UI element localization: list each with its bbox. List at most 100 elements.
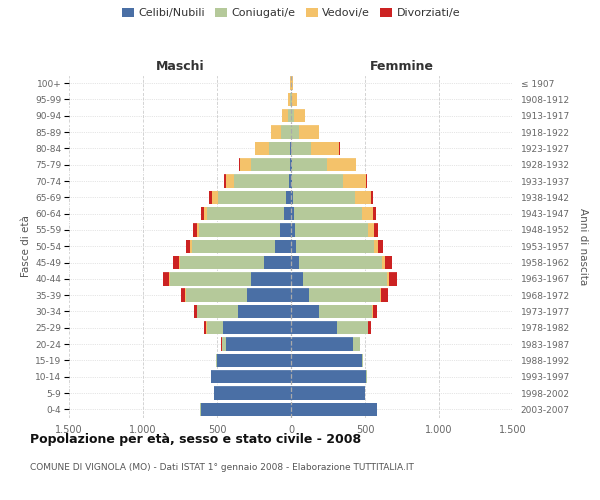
Bar [291, 288, 381, 302]
Bar [269, 142, 291, 155]
Bar [255, 142, 291, 155]
Bar [209, 190, 291, 204]
Bar [239, 158, 291, 172]
Bar [197, 224, 291, 236]
Bar [291, 240, 383, 253]
Bar [251, 272, 291, 285]
Bar [291, 256, 382, 269]
Bar [291, 109, 305, 122]
Bar [223, 321, 291, 334]
Bar [291, 402, 377, 416]
Bar [214, 386, 291, 400]
Bar [208, 207, 291, 220]
Bar [211, 370, 291, 384]
Text: Maschi: Maschi [155, 60, 205, 72]
Bar [291, 158, 356, 172]
Bar [218, 190, 291, 204]
Bar [291, 272, 389, 285]
Bar [291, 288, 380, 302]
Bar [211, 370, 291, 384]
Bar [291, 354, 362, 367]
Bar [255, 142, 291, 155]
Bar [214, 386, 291, 400]
Bar [287, 109, 291, 122]
Bar [217, 354, 291, 367]
Bar [193, 224, 291, 236]
Text: Femmine: Femmine [370, 60, 434, 72]
Bar [173, 256, 291, 269]
Bar [289, 174, 291, 188]
Bar [291, 288, 309, 302]
Bar [291, 338, 361, 351]
Bar [197, 305, 291, 318]
Bar [211, 370, 291, 384]
Bar [217, 354, 291, 367]
Bar [291, 305, 372, 318]
Bar [291, 402, 377, 416]
Bar [291, 190, 293, 204]
Bar [291, 224, 379, 236]
Bar [290, 93, 291, 106]
Bar [291, 370, 367, 384]
Bar [234, 174, 291, 188]
Bar [281, 126, 291, 139]
Bar [282, 109, 291, 122]
Bar [186, 288, 291, 302]
Bar [291, 109, 293, 122]
Bar [291, 174, 367, 188]
Bar [291, 174, 343, 188]
Bar [291, 126, 299, 139]
Bar [291, 224, 368, 236]
Bar [291, 386, 365, 400]
Bar [206, 321, 291, 334]
Bar [291, 142, 340, 155]
Bar [291, 158, 327, 172]
Bar [291, 338, 360, 351]
Bar [180, 256, 291, 269]
Bar [200, 402, 291, 416]
Text: COMUNE DI VIGNOLA (MO) - Dati ISTAT 1° gennaio 2008 - Elaborazione TUTTITALIA.IT: COMUNE DI VIGNOLA (MO) - Dati ISTAT 1° g… [30, 462, 414, 471]
Bar [291, 207, 376, 220]
Bar [291, 207, 294, 220]
Bar [291, 109, 305, 122]
Bar [291, 240, 374, 253]
Bar [241, 158, 291, 172]
Bar [197, 305, 291, 318]
Bar [291, 190, 373, 204]
Bar [199, 224, 291, 236]
Text: Popolazione per età, sesso e stato civile - 2008: Popolazione per età, sesso e stato civil… [30, 432, 361, 446]
Bar [186, 240, 291, 253]
Bar [291, 224, 295, 236]
Bar [288, 93, 291, 106]
Bar [291, 305, 319, 318]
Bar [291, 321, 371, 334]
Bar [291, 256, 299, 269]
Bar [203, 207, 291, 220]
Bar [194, 305, 291, 318]
Bar [271, 126, 291, 139]
Bar [212, 190, 291, 204]
Bar [291, 321, 368, 334]
Y-axis label: Fasce di età: Fasce di età [21, 216, 31, 277]
Bar [291, 174, 365, 188]
Bar [221, 338, 291, 351]
Bar [291, 190, 371, 204]
Bar [226, 338, 291, 351]
Bar [200, 402, 291, 416]
Bar [179, 256, 291, 269]
Bar [291, 142, 340, 155]
Bar [286, 190, 291, 204]
Bar [291, 272, 397, 285]
Bar [217, 354, 291, 367]
Bar [290, 76, 291, 90]
Bar [291, 354, 362, 367]
Bar [291, 354, 362, 367]
Bar [291, 256, 385, 269]
Bar [291, 158, 292, 172]
Bar [291, 76, 293, 90]
Bar [214, 386, 291, 400]
Bar [291, 305, 373, 318]
Bar [291, 224, 374, 236]
Bar [185, 288, 291, 302]
Bar [222, 338, 291, 351]
